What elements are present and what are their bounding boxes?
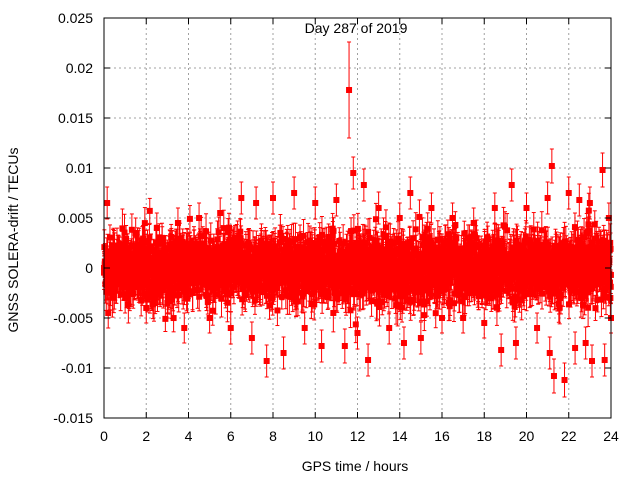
point-marker [123,235,130,242]
point-marker [274,307,281,314]
point-marker [119,225,126,232]
point-marker [214,236,221,243]
point-marker [145,280,152,287]
point-marker [121,229,128,236]
data-point [162,305,169,332]
point-marker [141,220,148,227]
point-marker [146,207,153,214]
data-point [186,205,193,233]
point-marker [149,287,156,294]
point-marker [186,215,193,222]
point-marker [152,295,159,302]
point-marker [166,291,173,298]
point-marker [183,289,190,296]
point-marker [146,234,153,241]
data-layer [101,41,614,398]
point-marker [170,291,177,298]
point-marker [142,251,149,258]
point-marker [103,288,110,295]
point-marker [266,302,273,309]
point-marker [124,245,131,252]
point-marker [106,234,113,241]
point-marker [128,226,135,233]
point-marker [117,291,124,298]
point-marker [125,276,132,283]
point-marker [162,315,169,322]
point-marker [147,246,154,253]
point-marker [138,297,145,304]
point-marker [150,300,157,307]
point-marker [140,239,147,246]
point-marker [175,292,182,299]
point-marker [137,254,144,261]
data-point [146,197,153,224]
point-marker [159,240,166,247]
point-marker [184,240,191,247]
point-marker [169,243,176,250]
point-marker [160,286,167,293]
point-marker [108,256,115,263]
point-marker [107,285,114,292]
point-marker [170,315,177,322]
point-marker [110,290,117,297]
point-marker [144,239,151,246]
